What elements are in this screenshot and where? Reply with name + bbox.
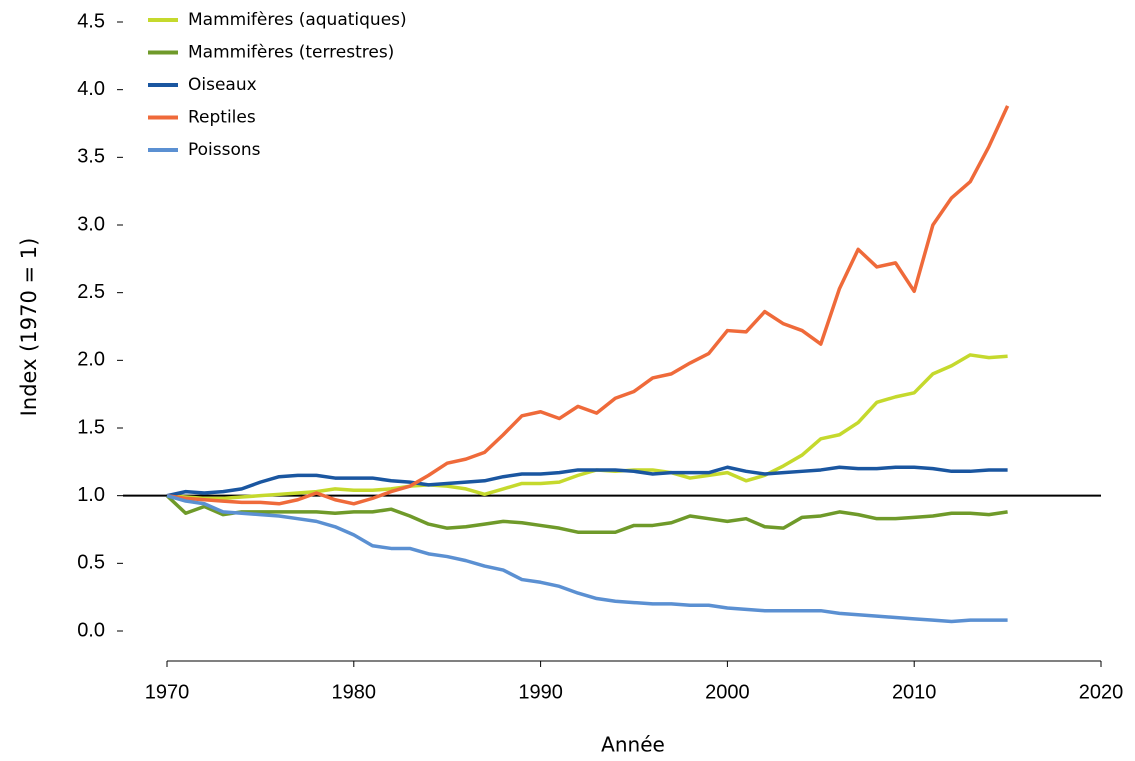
- y-tick-label: 0.5: [77, 552, 105, 574]
- x-axis-label: Année: [601, 733, 665, 757]
- y-tick-label: 3.0: [77, 213, 105, 235]
- y-tick-label: 1.0: [77, 484, 105, 506]
- series-line: [166, 493, 1008, 624]
- y-axis-label: Index (1970 = 1): [17, 238, 41, 417]
- legend-label: Poissons: [188, 140, 261, 160]
- series-line: [166, 105, 1010, 506]
- series-line: [165, 494, 1008, 534]
- x-tick-label: 2000: [705, 681, 750, 703]
- legend-label: Reptiles: [188, 108, 256, 128]
- x-tick-label: 1990: [518, 681, 563, 703]
- legend-label: Oiseaux: [188, 75, 257, 95]
- y-tick-label: 0.0: [77, 619, 105, 641]
- legend-label: Mammifères (aquatiques): [188, 10, 407, 30]
- x-tick-label: 2020: [1079, 681, 1124, 703]
- x-tick-label: 1980: [332, 681, 377, 703]
- series-line: [166, 353, 1008, 501]
- series-line: [166, 465, 1008, 498]
- y-tick-label: 3.5: [77, 146, 105, 168]
- x-tick-label: 1970: [145, 681, 190, 703]
- y-tick-label: 1.5: [77, 416, 105, 438]
- x-tick-label: 2010: [892, 681, 937, 703]
- y-tick-label: 2.5: [77, 281, 105, 303]
- legend-label: Mammifères (terrestres): [188, 43, 394, 63]
- y-tick-label: 4.5: [77, 10, 105, 32]
- y-tick-label: 4.0: [77, 78, 105, 100]
- y-tick-label: 2.0: [77, 349, 105, 371]
